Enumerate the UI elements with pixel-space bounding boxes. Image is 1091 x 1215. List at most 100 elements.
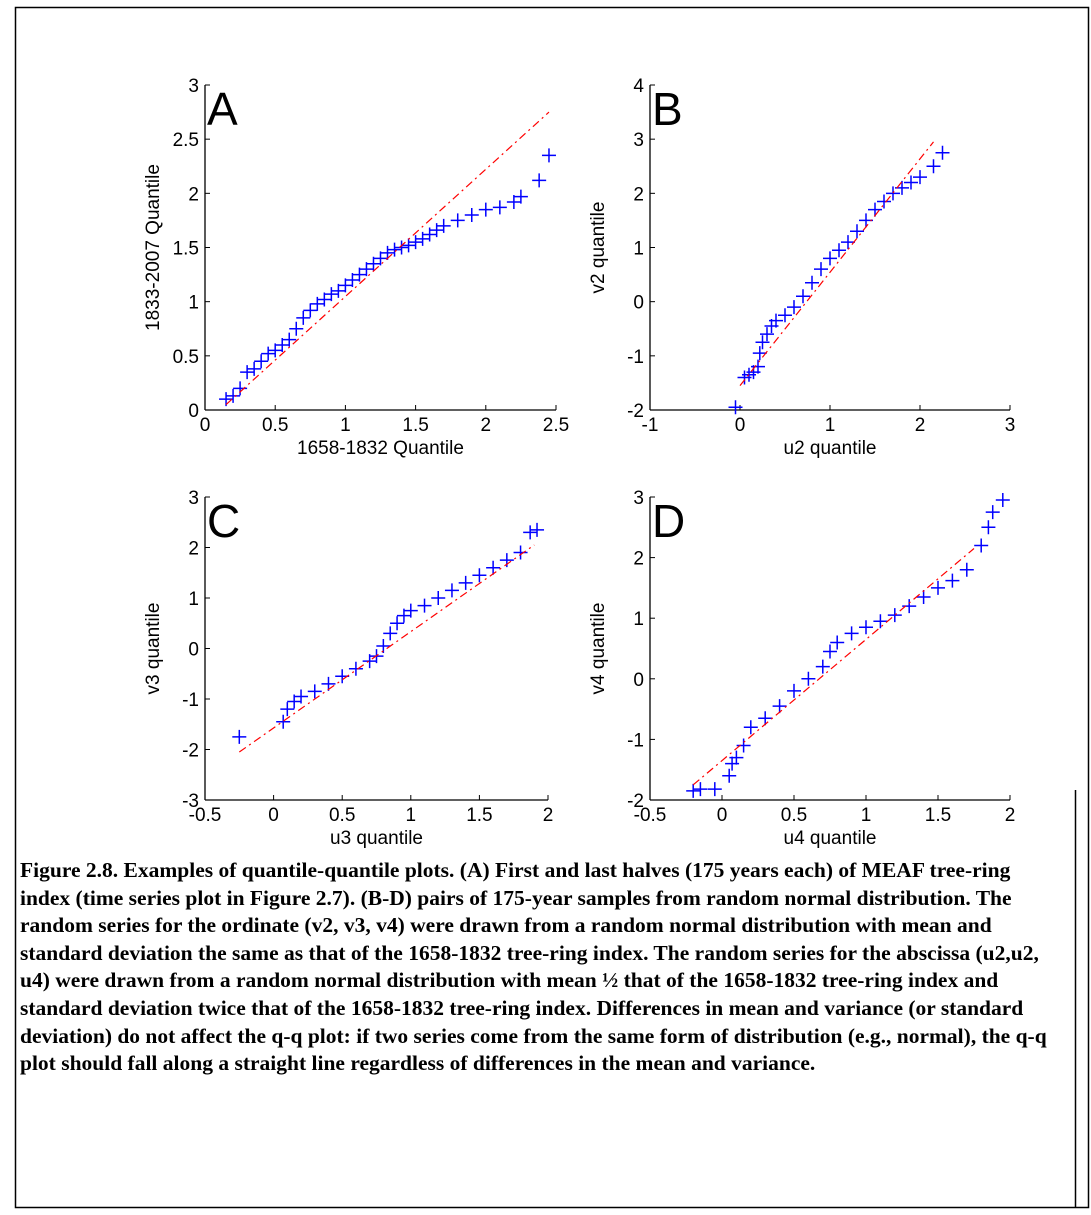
point (755, 335, 770, 350)
reference-line (238, 544, 535, 753)
y-tick-label: 3 (633, 130, 644, 151)
point (752, 346, 767, 361)
point (492, 200, 507, 215)
point (945, 573, 960, 588)
point (478, 202, 493, 217)
point (532, 173, 547, 188)
y-tick-label: -2 (627, 401, 644, 422)
point (506, 195, 521, 209)
point (728, 400, 743, 415)
point (523, 525, 538, 540)
x-axis-label: u4 quantile (784, 828, 877, 849)
point (376, 638, 391, 653)
reference-line (225, 111, 550, 406)
point (431, 591, 446, 605)
y-tick-label: 1 (188, 589, 199, 610)
point (324, 287, 339, 302)
point (995, 493, 1010, 508)
point (686, 783, 701, 798)
y-tick-label: 3 (633, 488, 644, 509)
point (321, 676, 336, 691)
x-tick-label: 1.5 (402, 415, 428, 436)
y-axis-label: v3 quantile (143, 603, 164, 695)
x-tick-label: 1 (340, 415, 351, 436)
point (859, 620, 873, 635)
x-tick-label: 0 (268, 805, 279, 826)
point (373, 251, 388, 266)
point (345, 273, 360, 287)
point (422, 227, 437, 242)
reference-line (739, 141, 934, 386)
point (931, 580, 945, 595)
point (729, 750, 744, 765)
y-tick-label: 2 (188, 539, 199, 560)
y-tick-label: -3 (182, 791, 199, 812)
panel-letter: B (652, 83, 683, 135)
point (436, 218, 451, 233)
y-tick-label: -1 (182, 690, 199, 711)
x-tick-label: 1 (406, 805, 417, 826)
figure-caption: Figure 2.8. Examples of quantile-quantil… (20, 858, 1047, 1076)
point (280, 702, 295, 717)
point (902, 599, 917, 614)
point (722, 768, 737, 783)
point (310, 296, 325, 311)
point (887, 608, 902, 623)
x-axis-label: u3 quantile (330, 828, 423, 849)
y-axis-label: v4 quantile (588, 603, 609, 695)
point (317, 292, 332, 307)
point (276, 714, 291, 729)
point (338, 278, 353, 293)
x-axis-label: u2 quantile (784, 438, 877, 459)
x-tick-label: 0.5 (329, 805, 355, 826)
x-tick-label: 2.5 (543, 415, 569, 436)
point (282, 332, 297, 347)
point (261, 346, 276, 361)
y-tick-label: 1 (188, 293, 199, 314)
point (926, 159, 941, 174)
x-tick-label: 2 (1005, 805, 1016, 826)
point (401, 238, 416, 253)
point (693, 782, 708, 797)
point (359, 262, 374, 277)
point (787, 683, 801, 698)
point (331, 283, 346, 298)
point (383, 626, 398, 641)
point (844, 626, 859, 641)
point (303, 303, 318, 318)
point (736, 738, 751, 753)
point (758, 711, 773, 726)
y-tick-label: 2 (188, 184, 199, 205)
point (769, 313, 783, 328)
y-tick-label: 0.5 (173, 347, 199, 368)
x-tick-label: 0 (717, 805, 728, 826)
point (289, 321, 304, 336)
panel-letter: A (207, 83, 238, 135)
point (823, 644, 837, 659)
x-tick-label: 0 (735, 415, 746, 436)
point (394, 240, 409, 255)
x-tick-label: 1 (861, 805, 872, 826)
point (823, 251, 837, 266)
point (841, 235, 855, 250)
point (429, 223, 444, 238)
y-tick-label: -1 (627, 347, 644, 368)
point (787, 300, 801, 315)
point (760, 327, 774, 342)
point (348, 661, 363, 676)
x-axis-label: 1658-1832 Quantile (297, 438, 464, 459)
x-tick-label: 1 (825, 415, 836, 436)
point (959, 562, 974, 577)
point (751, 359, 765, 374)
point (513, 545, 528, 560)
point (254, 354, 269, 369)
x-tick-label: 0 (200, 415, 211, 436)
y-tick-label: -2 (627, 791, 644, 812)
point (390, 616, 405, 631)
point (232, 729, 247, 744)
point (486, 560, 501, 575)
point (530, 522, 545, 537)
x-tick-label: -1 (642, 415, 659, 436)
